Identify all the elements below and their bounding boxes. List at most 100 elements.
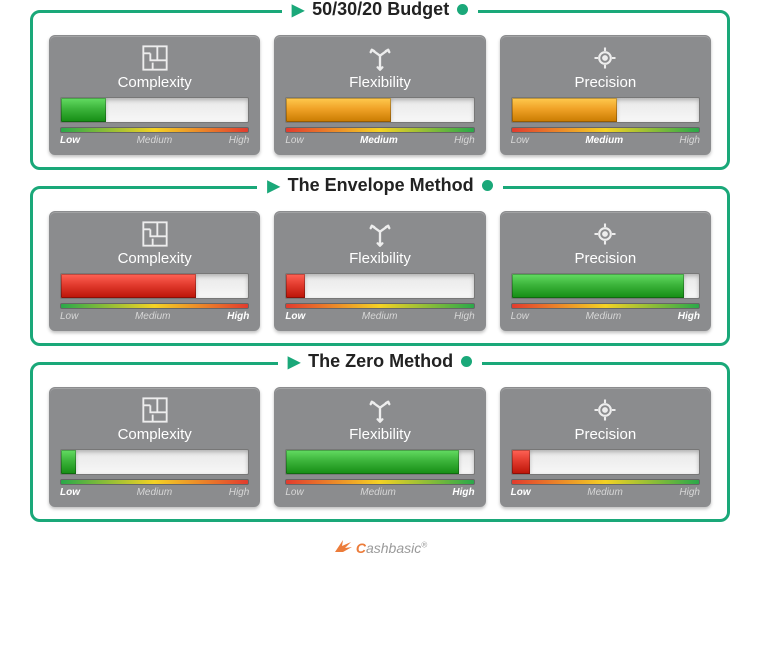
dot-icon xyxy=(457,4,468,15)
gauge-track xyxy=(511,97,700,123)
footer: Cashbasic® xyxy=(30,538,730,559)
gauge-track xyxy=(511,273,700,299)
method-title-text: 50/30/20 Budget xyxy=(312,0,449,20)
logo-reg: ® xyxy=(421,540,427,549)
gauge-fill xyxy=(286,274,305,298)
method-title-text: The Zero Method xyxy=(308,351,453,372)
scale-label-low: Low xyxy=(60,487,80,498)
scale-row: Low Medium High xyxy=(60,311,249,322)
target-icon xyxy=(591,220,619,248)
scale-label-low: Low xyxy=(285,135,303,146)
scale-label-high: High xyxy=(679,487,700,498)
spectrum-bar xyxy=(60,127,249,133)
spectrum-bar xyxy=(285,303,474,309)
scale-label-low: Low xyxy=(60,311,78,322)
scale-label-high: High xyxy=(229,135,250,146)
gauge-track xyxy=(60,273,249,299)
spectrum-bar xyxy=(511,303,700,309)
logo-text-first: C xyxy=(356,540,366,556)
dot-icon xyxy=(461,356,472,367)
scale-label-high: High xyxy=(454,135,475,146)
gauge-fill xyxy=(61,274,196,298)
gauge-track xyxy=(285,97,474,123)
arrow-right-icon: ▶ xyxy=(288,352,300,372)
metric-card-flexibility: FlexibilityLowMediumHigh xyxy=(274,35,485,155)
method-title-wrap: ▶ The Zero Method xyxy=(33,351,727,372)
scale-label-high: High xyxy=(678,311,700,322)
scale-row: LowMediumHigh xyxy=(285,311,474,322)
scale-label-medium: Medium xyxy=(360,135,398,146)
method-title-wrap: ▶ The Envelope Method xyxy=(33,175,727,196)
scale-label-low: Low xyxy=(511,135,529,146)
method-panel: ▶50/30/20 BudgetComplexityLowMediumHighF… xyxy=(30,10,730,170)
spectrum-bar xyxy=(285,479,474,485)
scale-label-medium: Medium xyxy=(137,135,173,146)
scale-label-medium: Medium xyxy=(135,311,171,322)
gauge-track xyxy=(511,449,700,475)
metric-card-precision: Precision Low Medium High xyxy=(500,35,711,155)
gauge-track xyxy=(285,273,474,299)
metric-label: Flexibility xyxy=(349,250,411,267)
gauge-track xyxy=(60,449,249,475)
directions-icon xyxy=(366,220,394,248)
target-icon xyxy=(591,44,619,72)
scale-row: LowMediumHigh xyxy=(285,487,474,498)
maze-icon xyxy=(141,44,169,72)
arrow-right-icon: ▶ xyxy=(292,0,304,20)
scale-label-low: Low xyxy=(60,135,80,146)
gauge-fill xyxy=(512,98,617,122)
gauge-fill xyxy=(61,450,76,474)
metric-label: Precision xyxy=(574,426,636,443)
scale-row: Low Medium High xyxy=(511,135,700,146)
method-panel: ▶The Envelope MethodComplexityLowMediumH… xyxy=(30,186,730,346)
scale-label-medium: Medium xyxy=(587,487,623,498)
metric-label: Flexibility xyxy=(349,426,411,443)
scale-label-low: Low xyxy=(511,487,531,498)
infographic-root: ▶50/30/20 BudgetComplexityLowMediumHighF… xyxy=(30,10,730,522)
metric-card-complexity: ComplexityLowMediumHigh xyxy=(49,387,260,507)
scale-label-medium: Medium xyxy=(137,487,173,498)
gauge-fill xyxy=(286,98,391,122)
scale-label-medium: Medium xyxy=(586,311,622,322)
arrow-right-icon: ▶ xyxy=(267,176,279,196)
scale-label-medium: Medium xyxy=(360,487,396,498)
spectrum-bar xyxy=(285,127,474,133)
scale-row: LowMediumHigh xyxy=(60,487,249,498)
scale-label-medium: Medium xyxy=(585,135,623,146)
scale-label-high: High xyxy=(454,311,475,322)
gauge-track xyxy=(285,449,474,475)
method-title: ▶ The Zero Method xyxy=(278,351,482,372)
scale-label-low: Low xyxy=(285,311,305,322)
metric-card-precision: Precision Low Medium High xyxy=(500,211,711,331)
gauge-fill xyxy=(61,98,106,122)
target-icon xyxy=(591,396,619,424)
directions-icon xyxy=(366,396,394,424)
metric-label: Complexity xyxy=(118,74,192,91)
method-panel: ▶The Zero MethodComplexityLowMediumHighF… xyxy=(30,362,730,522)
gauge-fill xyxy=(512,450,531,474)
metric-card-precision: Precision Low Medium High xyxy=(500,387,711,507)
gauge-fill xyxy=(286,450,458,474)
metric-card-flexibility: Flexibility LowMediumHigh xyxy=(274,387,485,507)
metric-label: Precision xyxy=(574,74,636,91)
dot-icon xyxy=(482,180,493,191)
logo-text-rest: ashbasic xyxy=(366,540,421,556)
cards-row: ComplexityLowMediumHighFlexibilityLowMed… xyxy=(49,387,711,507)
gauge-fill xyxy=(512,274,684,298)
scale-label-high: High xyxy=(227,311,249,322)
scale-row: Low Medium High xyxy=(285,135,474,146)
spectrum-bar xyxy=(60,479,249,485)
metric-label: Precision xyxy=(574,250,636,267)
scale-row: Low Medium High xyxy=(511,487,700,498)
cards-row: ComplexityLowMediumHighFlexibilityLowMed… xyxy=(49,35,711,155)
scale-label-high: High xyxy=(679,135,700,146)
logo: Cashbasic® xyxy=(333,538,427,557)
method-title: ▶ The Envelope Method xyxy=(257,175,502,196)
maze-icon xyxy=(141,396,169,424)
method-title-text: The Envelope Method xyxy=(288,175,474,196)
logo-wing-icon xyxy=(333,538,353,557)
metric-label: Complexity xyxy=(118,426,192,443)
metric-card-complexity: ComplexityLowMediumHigh xyxy=(49,211,260,331)
scale-label-low: Low xyxy=(511,311,529,322)
spectrum-bar xyxy=(60,303,249,309)
